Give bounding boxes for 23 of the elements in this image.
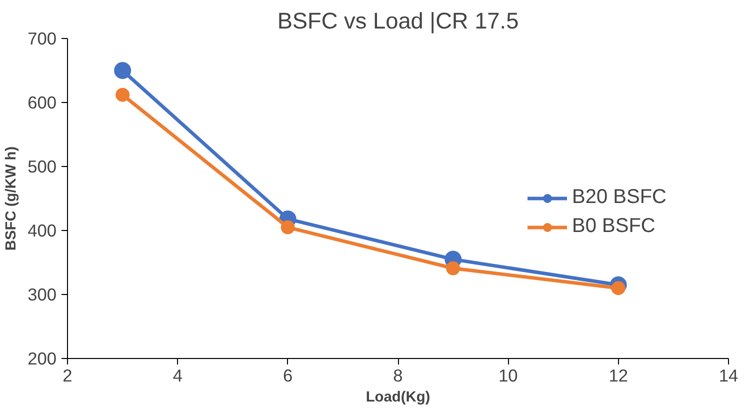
legend-label: B0 BSFC (572, 215, 656, 238)
y-tick-label: 300 (28, 284, 57, 304)
x-tick-label: 6 (283, 366, 293, 386)
point (280, 220, 295, 234)
y-axis-title: BSFC (g/KW h) (4, 146, 20, 251)
y-tick-label: 700 (28, 28, 57, 48)
x-tick-label: 2 (62, 366, 72, 386)
x-tick-label: 8 (393, 366, 403, 386)
point (116, 88, 130, 102)
chart-title: BSFC vs Load |CR 17.5 (277, 8, 519, 34)
x-tick-label: 14 (718, 366, 738, 386)
point (114, 62, 132, 79)
legend-label: B20 BSFC (572, 186, 666, 209)
point (446, 261, 460, 276)
y-tick-label: 600 (28, 92, 57, 112)
y-tick-label: 200 (28, 348, 57, 368)
point (611, 281, 626, 296)
x-tick-label: 10 (498, 366, 518, 386)
x-tick-label: 12 (608, 366, 628, 386)
x-axis-title: Load(Kg) (366, 390, 430, 406)
y-tick-label: 500 (28, 156, 57, 176)
y-tick-label: 400 (28, 220, 57, 240)
x-tick-label: 4 (172, 366, 183, 386)
